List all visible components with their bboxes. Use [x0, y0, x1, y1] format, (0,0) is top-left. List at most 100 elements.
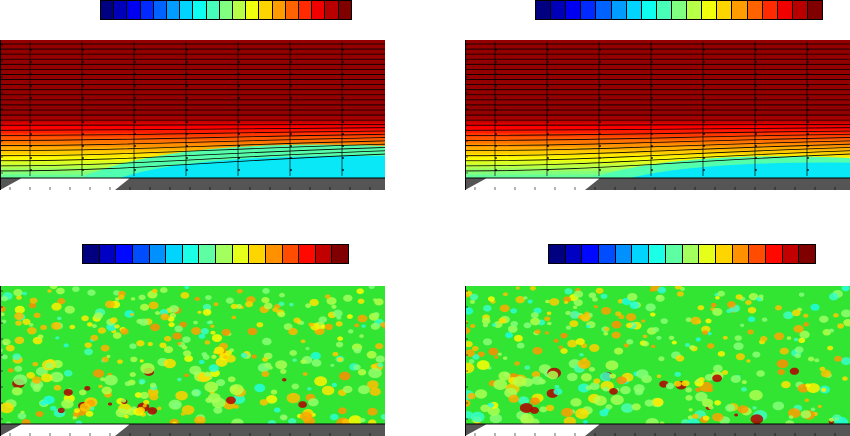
fluctuation-spot — [573, 290, 584, 298]
fluctuation-spot — [357, 314, 368, 323]
profile-marker — [547, 85, 549, 87]
colorbar-cell — [656, 1, 672, 19]
profile-marker — [807, 133, 809, 135]
fluctuation-spot — [578, 383, 590, 393]
fluctuation-spot — [593, 378, 601, 384]
fluctuation-spot — [569, 320, 579, 328]
profile-marker — [186, 85, 188, 87]
profile-marker — [186, 157, 188, 159]
fluctuation-spot — [211, 354, 217, 359]
fluctuation-spot — [324, 323, 333, 331]
fluctuation-spot — [558, 345, 564, 350]
fluctuation-spot — [493, 379, 508, 390]
profile-marker — [82, 157, 84, 159]
fluctuation-spot — [467, 392, 476, 400]
colorbar-bottom-right — [548, 244, 816, 264]
fluctuation-spot — [202, 309, 212, 316]
fluctuation-spot — [721, 370, 729, 375]
profile-marker — [186, 73, 188, 75]
fluctuation-spot — [151, 288, 158, 294]
colorbar-cell — [219, 1, 234, 19]
fluctuation-spot — [37, 334, 44, 339]
fluctuation-spot — [98, 384, 103, 389]
profile-marker — [807, 109, 809, 111]
fluctuation-spot — [803, 313, 809, 318]
fluctuation-spot — [14, 365, 23, 372]
fluctuation-spot — [330, 363, 335, 367]
field-band — [0, 115, 385, 120]
colorbar-cell — [599, 245, 616, 263]
profile-marker — [290, 121, 292, 123]
fluctuation-spot — [747, 316, 756, 323]
fluctuation-spot — [283, 323, 293, 331]
fluctuation-spot — [570, 398, 582, 407]
profile-marker — [82, 169, 84, 171]
fluctuation-spot — [774, 332, 785, 341]
fluctuation-spot — [685, 387, 693, 393]
fluctuation-spot — [837, 323, 844, 329]
fluctuation-spot — [331, 304, 337, 309]
fluctuation-spot — [660, 318, 668, 324]
profile-marker — [755, 61, 757, 63]
fluctuation-spot — [309, 298, 319, 307]
profile-marker — [290, 85, 292, 87]
fluctuation-spot — [191, 389, 201, 397]
fluctuation-spot — [63, 343, 69, 348]
profile-marker — [807, 157, 809, 159]
profile-marker — [342, 157, 344, 159]
fluctuation-spot — [656, 335, 662, 340]
fluctuation-spot — [367, 407, 378, 416]
profile-marker — [134, 61, 136, 63]
fluctuation-spot — [698, 377, 705, 383]
fluctuation-spot — [689, 345, 695, 350]
fluctuation-spot — [308, 322, 314, 327]
field-band — [465, 88, 850, 93]
colorbar-cell — [782, 245, 800, 263]
fluctuation-spot — [49, 371, 64, 383]
colorbar-cell — [717, 1, 733, 19]
fluctuation-spot — [611, 331, 621, 339]
fluctuation-spot — [512, 376, 527, 387]
fluctuation-spot — [828, 417, 834, 422]
profile-marker — [134, 109, 136, 111]
fluctuation-spot — [55, 336, 60, 340]
fluctuation-spot — [261, 296, 270, 304]
colorbar-cell — [566, 1, 582, 19]
fluctuation-spot — [314, 376, 328, 387]
fluctuation-spot — [631, 322, 636, 326]
profile-marker — [599, 85, 601, 87]
wall-step — [585, 178, 850, 190]
fluctuation-spot — [651, 344, 656, 349]
profile-marker — [599, 109, 601, 111]
fluctuation-spot — [599, 409, 609, 417]
fluctuation-spot — [366, 350, 377, 359]
fluctuation-spot — [225, 354, 236, 363]
panel-top-left — [0, 0, 390, 200]
fluctuation-spot — [722, 335, 728, 340]
fluctuation-spot — [727, 301, 736, 308]
fluctuation-spot — [668, 335, 675, 341]
colorbar-cell — [615, 245, 633, 263]
fluctuation-spot — [79, 402, 92, 412]
fluctuation-spot — [13, 288, 23, 297]
fluctuation-spot — [532, 346, 543, 355]
wall-left-wedge — [0, 424, 22, 436]
field-band — [0, 84, 385, 89]
fluctuation-spot — [298, 401, 308, 408]
field-band — [0, 112, 385, 117]
profile-marker — [703, 109, 705, 111]
fluctuation-spot — [14, 305, 25, 314]
fluctuation-spot — [189, 365, 202, 375]
fluctuation-spot — [631, 403, 641, 411]
profile-marker — [82, 121, 84, 123]
fluctuation-spot — [580, 313, 591, 322]
fluctuation-spot — [177, 341, 182, 346]
fluctuation-spot — [320, 324, 326, 329]
fluctuation-spot — [650, 312, 656, 317]
streamline — [0, 133, 385, 141]
profile-marker — [342, 169, 344, 171]
fluctuation-spot — [87, 289, 96, 296]
fluctuation-spot — [561, 407, 574, 418]
profile-marker — [599, 157, 601, 159]
fluctuation-spot — [0, 402, 14, 414]
